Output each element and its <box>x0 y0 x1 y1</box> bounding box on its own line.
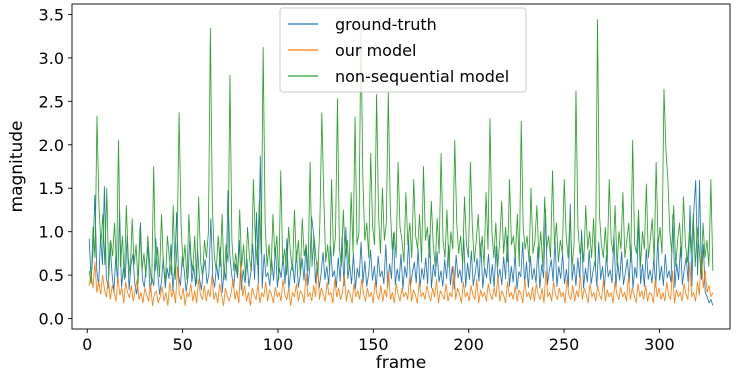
x-tick-label: 300 <box>644 335 675 354</box>
y-tick-label: 0.0 <box>39 310 64 329</box>
plot-area <box>88 19 714 306</box>
series-line-our-model <box>88 250 714 306</box>
legend: ground-truth our model non-sequential mode… <box>279 7 527 93</box>
x-tick-label: 150 <box>358 335 389 354</box>
x-axis-label: frame <box>376 353 426 370</box>
x-tick-label: 50 <box>172 335 192 354</box>
x-tick-label: 0 <box>82 335 92 354</box>
y-tick-label: 3.0 <box>39 49 64 68</box>
x-tick-label: 250 <box>549 335 580 354</box>
y-tick-label: 0.5 <box>39 266 64 285</box>
y-tick-label: 2.5 <box>39 92 64 111</box>
legend-box <box>279 7 527 93</box>
y-tick-label: 1.5 <box>39 179 64 198</box>
x-tick-label: 200 <box>453 335 484 354</box>
y-tick-label: 1.0 <box>39 223 64 242</box>
y-axis-label: magnitude <box>7 121 27 213</box>
legend-label-our-model: our model <box>335 41 416 60</box>
legend-label-non-sequential-model: non-sequential model <box>335 67 509 86</box>
y-tick-label: 2.0 <box>39 136 64 155</box>
plot-frame <box>71 3 731 330</box>
x-axis: 0 50 100 150 200 250 300 <box>82 329 675 354</box>
series-line-non-sequential-model <box>88 19 714 285</box>
series-line-ground-truth <box>88 155 714 306</box>
x-tick-label: 100 <box>263 335 294 354</box>
y-axis: 0.0 0.5 1.0 1.5 2.0 2.5 3.0 3.5 <box>39 5 72 329</box>
y-tick-label: 3.5 <box>39 5 64 24</box>
legend-label-ground-truth: ground-truth <box>335 15 437 34</box>
